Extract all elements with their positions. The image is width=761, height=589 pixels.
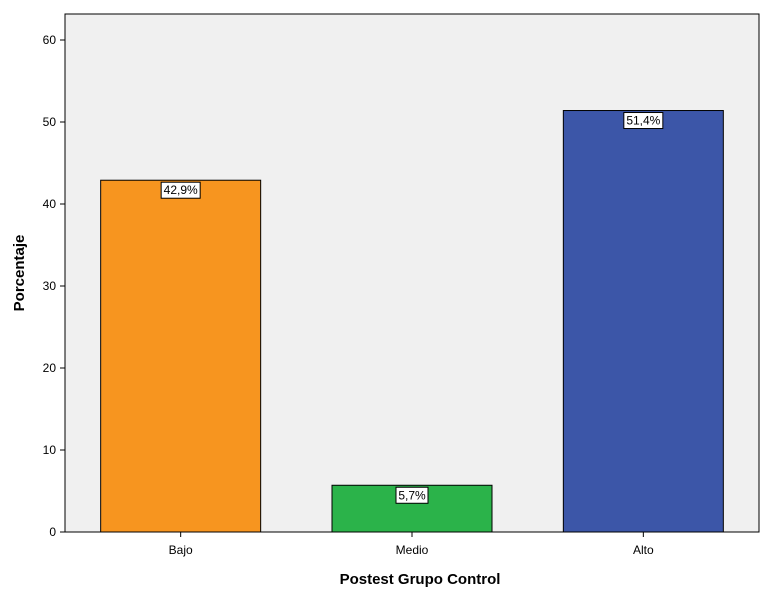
bars: 42,9% 5,7% 51,4%	[100, 110, 724, 533]
y-tick-label: 20	[43, 361, 57, 375]
bar-alto	[562, 110, 724, 533]
data-label: 5,7%	[398, 488, 426, 502]
x-axis-title: Postest Grupo Control	[340, 571, 501, 588]
data-label-box	[395, 486, 429, 504]
y-axis-title: Porcentaje	[11, 235, 28, 312]
y-tick-label: 40	[43, 197, 57, 211]
y-axis: 0 10 20 30 40 50 60	[43, 33, 65, 539]
x-axis: Bajo Medio Alto	[169, 532, 654, 557]
y-tick-label: 50	[43, 115, 57, 129]
x-tick-label: Medio	[396, 543, 429, 557]
data-label: 42,9%	[164, 183, 198, 197]
y-tick-label: 10	[43, 443, 57, 457]
data-label-box	[623, 112, 664, 130]
x-tick-label: Alto	[633, 543, 654, 557]
data-label-box	[160, 181, 201, 199]
x-tick-label: Bajo	[169, 543, 193, 557]
y-tick-label: 60	[43, 33, 57, 47]
bar-bajo	[100, 179, 262, 533]
y-tick-label: 30	[43, 279, 57, 293]
y-tick-label: 0	[49, 525, 56, 539]
data-label: 51,4%	[626, 114, 660, 128]
